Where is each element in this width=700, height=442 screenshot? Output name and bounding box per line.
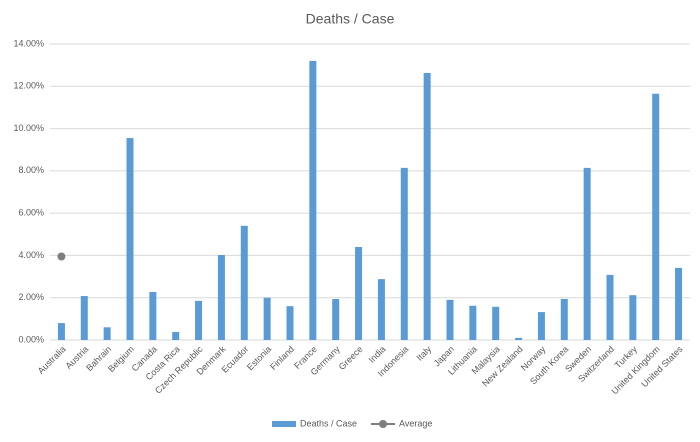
bar bbox=[629, 295, 637, 340]
bar bbox=[377, 279, 385, 340]
bar bbox=[149, 292, 157, 340]
y-tick-label: 4.00% bbox=[18, 250, 44, 260]
x-tick-label: Greece bbox=[337, 344, 365, 372]
bar bbox=[423, 72, 431, 341]
x-tick-label: Australia bbox=[36, 344, 68, 376]
bar bbox=[515, 337, 523, 340]
bar bbox=[57, 323, 65, 340]
chart-title: Deaths / Case bbox=[306, 11, 395, 27]
bar bbox=[675, 267, 683, 340]
y-tick-label: 6.00% bbox=[18, 208, 44, 218]
bar bbox=[560, 298, 568, 340]
bar bbox=[652, 93, 660, 340]
bar bbox=[606, 274, 614, 340]
bar bbox=[217, 255, 225, 340]
legend-label: Average bbox=[399, 418, 432, 428]
bar bbox=[355, 246, 363, 340]
y-tick-label: 14.00% bbox=[13, 38, 44, 48]
bar bbox=[103, 327, 111, 340]
x-tick-label: Finland bbox=[268, 344, 296, 372]
bar bbox=[240, 225, 248, 340]
y-tick-label: 8.00% bbox=[18, 165, 44, 175]
bar bbox=[195, 300, 203, 340]
y-tick-label: 10.00% bbox=[13, 123, 44, 133]
y-tick-label: 0.00% bbox=[18, 334, 44, 344]
bar bbox=[400, 167, 408, 340]
legend-swatch bbox=[272, 421, 296, 427]
bar bbox=[446, 299, 454, 340]
x-tick-label: Estonia bbox=[245, 344, 273, 372]
bar bbox=[172, 331, 180, 340]
legend-marker bbox=[379, 420, 388, 428]
bar bbox=[537, 312, 545, 340]
y-tick-label: 2.00% bbox=[18, 292, 44, 302]
line-marker bbox=[57, 252, 66, 261]
bar bbox=[492, 306, 500, 340]
bar bbox=[80, 296, 88, 340]
bar bbox=[286, 306, 294, 340]
bar bbox=[309, 60, 317, 341]
x-tick-label: Italy bbox=[414, 344, 433, 363]
legend-label: Deaths / Case bbox=[300, 418, 357, 428]
bar bbox=[583, 167, 591, 340]
bar bbox=[126, 138, 134, 340]
y-tick-label: 12.00% bbox=[13, 81, 44, 91]
bar bbox=[469, 305, 477, 340]
bar bbox=[332, 298, 340, 340]
bar bbox=[263, 297, 271, 340]
